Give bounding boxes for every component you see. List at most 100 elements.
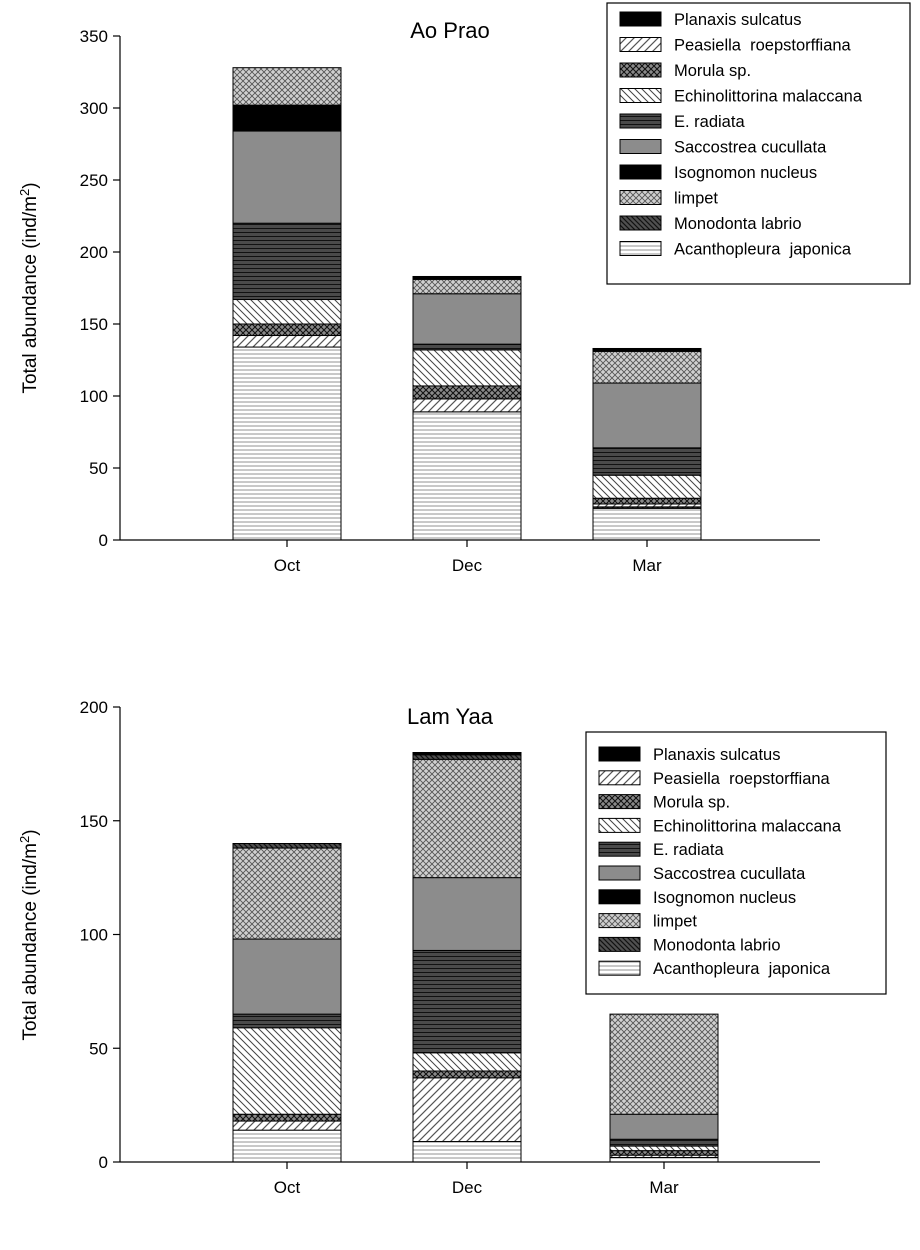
bar-segment-saccostrea-cucullata-mar <box>592 382 702 449</box>
bar-segment-peasiella-roepstorffiana-dec <box>412 398 522 413</box>
legend-label: Morula sp. <box>674 62 751 80</box>
x-tick-label: Dec <box>452 556 483 575</box>
legend-label: Saccostrea cucullata <box>674 139 827 157</box>
bar-segment-acanthopleura-japonica-mar <box>609 1156 719 1163</box>
bar-segment-morula-sp-mar <box>592 497 702 505</box>
legend: Planaxis sulcatus Peasiella roepstorffian… <box>585 731 887 995</box>
legend-swatch-monodonta-labrio <box>619 215 662 231</box>
bar-segment-peasiella-roepstorffiana-oct <box>232 1120 342 1131</box>
bar-segment-e-radiata-dec <box>412 343 522 351</box>
legend-label: Echinolittorina malaccana <box>674 88 863 106</box>
bar-segment-planaxis-sulcatus-dec <box>412 275 522 280</box>
bar-segment-acanthopleura-japonica-dec <box>412 411 522 541</box>
bar-segment-limpet-dec <box>412 278 522 295</box>
y-axis-label: Total abundance (ind/m2) <box>17 182 42 393</box>
legend-label: Monodonta labrio <box>653 936 781 954</box>
legend-label: Planaxis sulcatus <box>653 746 780 764</box>
lam-yaa-chart: Lam Yaa Total abundance (ind/m2) 0 50 100 1… <box>17 698 887 1197</box>
y-tick-label: 0 <box>99 1153 108 1172</box>
bar-segment-e-radiata-oct <box>232 1013 342 1029</box>
bar-segment-e-radiata-mar <box>609 1138 719 1147</box>
legend: Planaxis sulcatus Peasiella roepstorffian… <box>606 2 911 285</box>
legend-label: Peasiella roepstorffiana <box>674 37 852 55</box>
legend-swatch-saccostrea-cucullata <box>598 865 641 881</box>
bar-segment-echinolittorina-malaccana-dec <box>412 1052 522 1072</box>
bar-segment-planaxis-sulcatus-dec <box>412 752 522 756</box>
y-axis-label: Total abundance (ind/m2) <box>17 829 42 1040</box>
legend-swatch-isognomon-nucleus <box>598 889 641 905</box>
bar-segment-saccostrea-cucullata-oct <box>232 938 342 1015</box>
bar-segment-planaxis-sulcatus-mar <box>592 347 702 352</box>
y-tick-label: 250 <box>80 171 108 190</box>
y-tick-label: 150 <box>80 812 108 831</box>
bar-segment-echinolittorina-malaccana-oct <box>232 299 342 325</box>
y-tick-label: 100 <box>80 926 108 945</box>
bar-segment-morula-sp-oct <box>232 1113 342 1122</box>
x-tick-label: Mar <box>632 556 662 575</box>
bar-segment-limpet-mar <box>592 350 702 384</box>
legend-swatch-echinolittorina-malaccana <box>619 88 662 103</box>
bar-segment-saccostrea-cucullata-dec <box>412 877 522 951</box>
axes: 0 50 100 150 200 250 300 350 Oct Dec Mar <box>80 27 820 575</box>
y-tick-label: 200 <box>80 243 108 262</box>
bar-segment-limpet-dec <box>412 758 522 879</box>
legend-swatch-planaxis-sulcatus <box>598 746 641 762</box>
legend-swatch-echinolittorina-malaccana <box>598 817 641 833</box>
y-tick-label: 350 <box>80 27 108 46</box>
bar-segment-limpet-mar <box>609 1013 719 1115</box>
legend-swatch-e-radiata <box>619 113 662 129</box>
bar-segment-monodonta-labrio-dec <box>412 754 522 760</box>
y-tick-label: 50 <box>89 1039 108 1058</box>
bar-segment-limpet-oct <box>232 847 342 940</box>
y-tick-label: 200 <box>80 698 108 717</box>
bar-segment-acanthopleura-japonica-oct <box>232 346 342 541</box>
bar-segment-echinolittorina-malaccana-mar <box>609 1145 719 1152</box>
legend-swatch-limpet <box>619 190 662 205</box>
chart-title: Ao Prao <box>410 18 490 43</box>
x-tick-label: Oct <box>274 1178 301 1197</box>
axes: 0 50 100 150 200 Oct Dec Mar <box>80 698 820 1197</box>
bar-segment-acanthopleura-japonica-mar <box>592 507 702 541</box>
bar-segment-morula-sp-dec <box>412 385 522 400</box>
bar-segment-morula-sp-dec <box>412 1070 522 1079</box>
legend-swatch-peasiella-roepstorffiana <box>598 770 641 786</box>
ao-prao-chart: Ao Prao Total abundance (ind/m2) 0 50 100 1… <box>17 2 911 575</box>
legend-label: Monodonta labrio <box>674 215 802 233</box>
y-tick-label: 100 <box>80 387 108 406</box>
legend-swatch-monodonta-labrio <box>598 936 641 952</box>
bar-segment-saccostrea-cucullata-mar <box>609 1113 719 1140</box>
legend-label: E. radiata <box>674 113 745 131</box>
legend-swatch-acanthopleura-japonica <box>598 960 641 976</box>
bar-segment-monodonta-labrio-oct <box>232 843 342 849</box>
y-tick-label: 0 <box>99 531 108 550</box>
x-tick-label: Oct <box>274 556 301 575</box>
legend-label: Peasiella roepstorffiana <box>653 770 831 788</box>
legend-swatch-isognomon-nucleus <box>619 164 662 180</box>
bar-segment-echinolittorina-malaccana-mar <box>592 474 702 499</box>
bar-segment-acanthopleura-japonica-oct <box>232 1129 342 1163</box>
legend-label: Echinolittorina malaccana <box>653 817 842 835</box>
legend-swatch-morula-sp <box>598 794 641 810</box>
legend-label: Saccostrea cucullata <box>653 865 806 883</box>
bar-segment-echinolittorina-malaccana-oct <box>232 1027 342 1115</box>
legend-label: Acanthopleura japonica <box>653 960 831 978</box>
legend-swatch-acanthopleura-japonica <box>619 241 662 256</box>
legend-swatch-peasiella-roepstorffiana <box>619 37 662 52</box>
bar-segment-acanthopleura-japonica-dec <box>412 1141 522 1163</box>
bar-segment-e-radiata-dec <box>412 949 522 1054</box>
chart-title: Lam Yaa <box>407 704 494 729</box>
legend-swatch-limpet <box>598 913 641 929</box>
bars <box>232 752 719 1163</box>
y-tick-label: 300 <box>80 99 108 118</box>
legend-swatch-planaxis-sulcatus <box>619 11 662 27</box>
bar-segment-saccostrea-cucullata-dec <box>412 293 522 345</box>
bars <box>232 67 702 541</box>
x-tick-label: Mar <box>649 1178 679 1197</box>
bar-segment-echinolittorina-malaccana-dec <box>412 349 522 387</box>
bar-segment-peasiella-roepstorffiana-dec <box>412 1077 522 1143</box>
bar-segment-limpet-oct <box>232 67 342 106</box>
y-tick-label: 50 <box>89 459 108 478</box>
y-tick-label: 150 <box>80 315 108 334</box>
bar-segment-isognomon-nucleus-oct <box>232 104 342 132</box>
